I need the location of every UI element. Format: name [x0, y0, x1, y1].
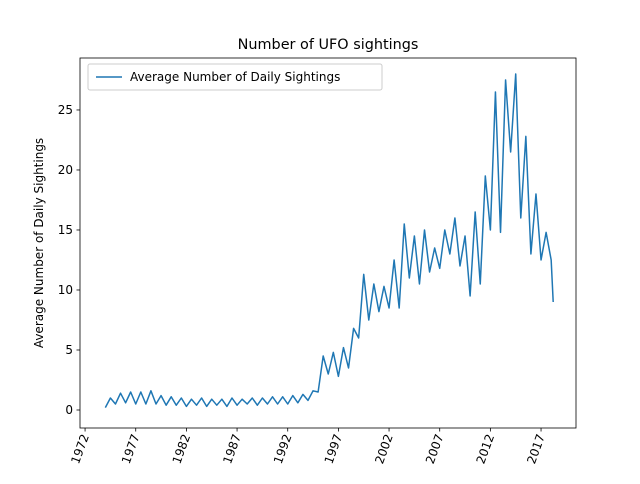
y-tick-label: 20 — [58, 163, 73, 177]
legend-box — [87, 63, 383, 91]
y-tick-label: 5 — [65, 343, 73, 357]
axes-frame — [79, 57, 577, 429]
y-axis-label: Average Number of Daily Sightings — [32, 138, 46, 348]
y-tick-label: 10 — [58, 283, 73, 297]
legend-label: Average Number of Daily Sightings — [130, 70, 340, 84]
chart-title: Number of UFO sightings — [238, 37, 419, 53]
y-tick-label: 0 — [65, 403, 73, 417]
y-tick-label: 15 — [58, 223, 73, 237]
data-line — [104, 73, 554, 408]
y-tick-label: 25 — [58, 103, 73, 117]
